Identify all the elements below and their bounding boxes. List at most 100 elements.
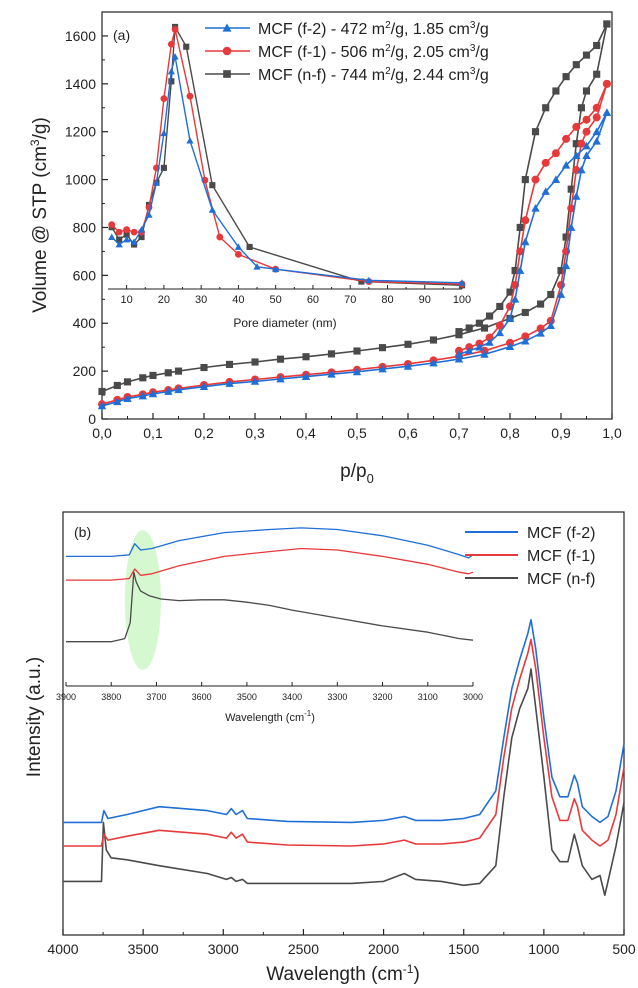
panel-a-legend: MCF (f-2) - 472 m2/g, 1.85 cm3/g MCF (f-1… [205, 20, 489, 84]
a-series-0-point [327, 370, 336, 378]
ai-series-0-point [130, 238, 138, 245]
a-series-0-point [378, 364, 387, 373]
a-series-2-point [567, 185, 575, 193]
panel-b-label: (b) [74, 524, 91, 540]
panel-a-ylabel: Volume @ STP (cm3/g) [28, 117, 51, 313]
a-series-0-point [567, 223, 576, 231]
ai-xtick-label: 80 [381, 294, 393, 306]
a-series-0-point [592, 127, 601, 136]
ai-series-1-point [167, 40, 175, 48]
ai-series-0-point [167, 67, 175, 75]
a-series-0-point [521, 237, 530, 246]
ai-series-0-point [152, 179, 161, 186]
bi-xtick-label: 3500 [237, 692, 257, 702]
ai-series-2-point [183, 43, 190, 50]
b-legend-label: MCF (f-2) [527, 525, 595, 542]
a-series-2-point [572, 61, 580, 69]
a-series-0-point [123, 394, 132, 403]
a-series-1-point [602, 79, 611, 88]
a-series-0-point [541, 187, 550, 195]
a-series-2-point [603, 20, 611, 28]
a-series-2-point [516, 223, 524, 232]
a-series-2-point [496, 302, 504, 311]
a-series-1-point [582, 115, 591, 124]
a-series-2-point [562, 233, 570, 241]
ai-series-0-point [208, 206, 216, 213]
a-series-2-point [475, 319, 483, 327]
ai-series-0-point [272, 265, 280, 273]
a-series-2-point [276, 355, 285, 363]
a-xtick-label: 0,6 [398, 425, 418, 441]
a-series-1-point [567, 204, 576, 213]
panel-a-label: (a) [113, 27, 130, 43]
a-xtick-label: 0,3 [245, 425, 265, 441]
a-series-1-point [572, 122, 581, 131]
panel-b-ylabel: Intensity (a.u.) [24, 657, 45, 777]
bi-xtick-label: 3400 [282, 692, 302, 702]
ai-series-2-point [160, 164, 167, 171]
bi-xtick-label: 3300 [327, 692, 347, 702]
a-series-0-point [352, 367, 362, 376]
ai-series-1-point [160, 95, 168, 103]
a-xtick-label: 0,1 [143, 425, 163, 441]
b-legend-label: MCF (f-1) [527, 548, 595, 565]
a-series-2-point [542, 104, 550, 112]
a-series-0-point [199, 382, 209, 391]
a-series-2-point [511, 266, 519, 275]
ai-series-2-point [138, 234, 145, 241]
ai-series-2-point [123, 231, 130, 238]
inset-b-xlabel: Wavelength (cm-1) [225, 709, 315, 724]
a-xtick-label: 0,4 [296, 425, 316, 441]
a-series-0-point [572, 151, 581, 160]
a-series-0-point [592, 137, 601, 145]
a-series-2-point [577, 104, 585, 112]
a-series-0-point [138, 391, 147, 400]
a-series-0-point [556, 290, 566, 298]
a-series-1-point [592, 113, 601, 122]
panel-a: (a) 0 200 400 600 800 1000 1200 1400 1600 0,0 0,1… [28, 11, 622, 486]
a-series-1-point [592, 103, 601, 112]
bi-series-0-line [66, 527, 474, 559]
a-series-0-point [572, 192, 581, 200]
ai-series-1-point [123, 226, 131, 234]
b-series-2-line [63, 668, 625, 897]
panel-a-inset: 10 20 30 40 50 60 70 80 90 100 Pore diameter (nm) [108, 23, 471, 330]
ai-series-1-point [235, 250, 242, 258]
a-series-0-point [250, 377, 260, 385]
a-series-2-point [200, 363, 208, 372]
ai-series-2-point [246, 243, 253, 251]
ai-xtick-label: 70 [344, 294, 356, 306]
a-series-1-point [536, 324, 545, 333]
a-series-0-point [485, 338, 494, 346]
ai-series-0-point [171, 53, 179, 60]
a-xtick-label: 0,8 [500, 425, 520, 441]
a-legend-marker [223, 70, 231, 78]
a-series-0-point [551, 175, 561, 183]
a-series-0-point [174, 385, 183, 394]
a-series-2-point [537, 300, 545, 308]
a-ytick-label: 1600 [65, 28, 96, 44]
a-series-2-point [113, 381, 121, 390]
a-ytick-label: 1000 [65, 172, 96, 188]
ai-series-1-point [216, 233, 224, 241]
a-series-2-point [404, 340, 412, 348]
b-xtick-label: 1000 [528, 941, 559, 957]
a-xtick-label: 0,7 [449, 425, 469, 441]
a-series-0-point [516, 266, 525, 274]
a-series-2-point [547, 290, 555, 299]
a-series-0-point [454, 350, 464, 358]
a-series-0-point [577, 165, 586, 174]
a-series-2-point [562, 73, 570, 81]
ai-series-0-point [253, 263, 261, 270]
ai-series-0-point [234, 243, 243, 250]
a-series-0-point [505, 342, 515, 351]
ai-xtick-label: 20 [158, 294, 170, 306]
b-xtick-label: 4000 [47, 941, 78, 957]
ai-series-2-point [168, 78, 175, 85]
bi-highlight-ellipse [124, 530, 161, 670]
a-series-2-point [552, 87, 560, 95]
a-series-2-point [455, 328, 463, 336]
a-series-0-point [403, 362, 413, 370]
a-ytick-label: 1200 [65, 124, 96, 140]
ai-series-2-point [116, 236, 123, 243]
